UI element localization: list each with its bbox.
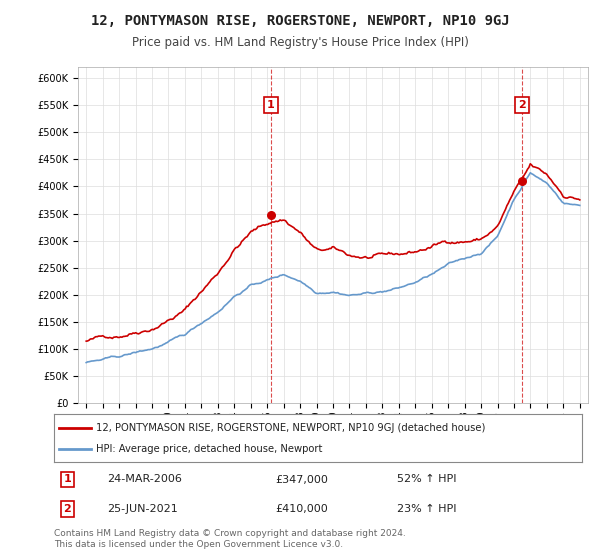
Text: £410,000: £410,000	[276, 504, 329, 514]
Text: 1: 1	[267, 100, 275, 110]
Text: 2: 2	[64, 504, 71, 514]
Text: 12, PONTYMASON RISE, ROGERSTONE, NEWPORT, NP10 9GJ: 12, PONTYMASON RISE, ROGERSTONE, NEWPORT…	[91, 14, 509, 28]
Point	[266, 211, 276, 220]
Text: 52% ↑ HPI: 52% ↑ HPI	[397, 474, 457, 484]
Text: HPI: Average price, detached house, Newport: HPI: Average price, detached house, Newp…	[96, 444, 323, 454]
Text: Contains HM Land Registry data © Crown copyright and database right 2024.
This d: Contains HM Land Registry data © Crown c…	[54, 529, 406, 549]
Point	[517, 176, 527, 185]
Text: 23% ↑ HPI: 23% ↑ HPI	[397, 504, 457, 514]
Text: 24-MAR-2006: 24-MAR-2006	[107, 474, 182, 484]
Text: 1: 1	[64, 474, 71, 484]
Text: Price paid vs. HM Land Registry's House Price Index (HPI): Price paid vs. HM Land Registry's House …	[131, 36, 469, 49]
Text: £347,000: £347,000	[276, 474, 329, 484]
Text: 12, PONTYMASON RISE, ROGERSTONE, NEWPORT, NP10 9GJ (detached house): 12, PONTYMASON RISE, ROGERSTONE, NEWPORT…	[96, 423, 485, 433]
Text: 2: 2	[518, 100, 526, 110]
Text: 25-JUN-2021: 25-JUN-2021	[107, 504, 178, 514]
